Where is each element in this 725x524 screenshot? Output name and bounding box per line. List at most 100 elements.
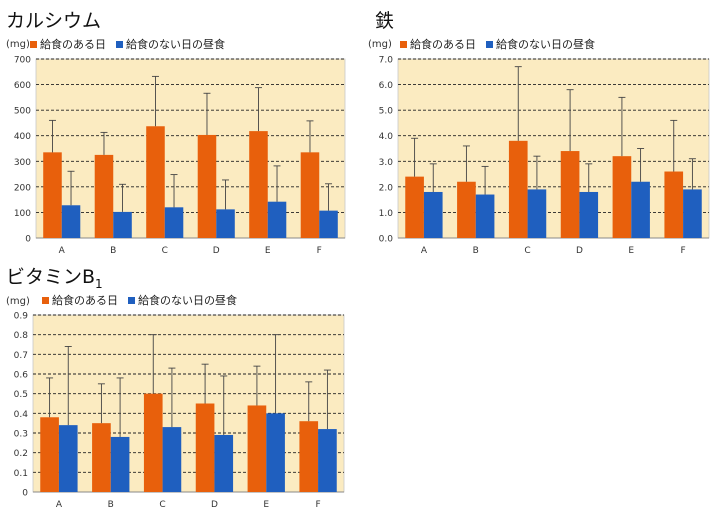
- bar-no-lunch: [527, 189, 547, 238]
- plot-area: [397, 58, 710, 239]
- legend-item-school-lunch: 給食のある日: [400, 36, 476, 52]
- x-tick-label: A: [421, 246, 428, 256]
- y-tick-label: 0.4: [14, 410, 29, 420]
- x-tick-label: F: [315, 500, 320, 510]
- bar-school-lunch: [247, 405, 267, 492]
- y-axis-unit: (mg): [6, 296, 30, 307]
- legend-label: 給食のない日の昼食: [126, 38, 225, 51]
- legend-swatch-no-lunch: [486, 40, 493, 48]
- y-axis-unit: (mg): [368, 39, 392, 50]
- y-tick-label: 0.6: [14, 371, 29, 381]
- y-tick-label: 100: [14, 209, 31, 219]
- legend-label: 給食のある日: [40, 38, 106, 51]
- bar-chart-iron: 0.0 1.0 2.0 3.0 4.0 5.0 6.0 7.0 A B C D E F: [379, 56, 710, 256]
- bar-no-lunch: [631, 181, 650, 238]
- x-tick-label: A: [56, 500, 63, 510]
- x-tick-label: F: [680, 246, 685, 256]
- legend-label: 給食のない日の昼食: [138, 294, 237, 307]
- bar-school-lunch: [94, 154, 114, 238]
- bar-school-lunch: [143, 393, 163, 492]
- bar-no-lunch: [475, 194, 495, 238]
- bar-school-lunch: [508, 140, 528, 238]
- legend-swatch-school-lunch: [400, 40, 407, 48]
- y-tick-label: 500: [14, 107, 31, 117]
- y-tick-label: 5.0: [379, 107, 394, 117]
- y-tick-label: 2.0: [379, 183, 394, 193]
- bar-school-lunch: [92, 423, 111, 492]
- x-tick-label: E: [263, 500, 269, 510]
- y-tick-label: 0.5: [14, 390, 28, 400]
- bar-school-lunch: [146, 126, 165, 238]
- x-tick-label: C: [162, 246, 168, 256]
- y-tick-label: 0.7: [14, 351, 28, 361]
- x-tick-label: C: [524, 246, 530, 256]
- x-tick-label: B: [108, 500, 114, 510]
- y-axis-unit: (mg): [6, 39, 30, 50]
- y-tick-label: 0.3: [14, 430, 28, 440]
- x-tick-label: C: [159, 500, 165, 510]
- y-tick-label: 700: [14, 56, 31, 66]
- legend-label: 給食のある日: [410, 38, 476, 51]
- y-tick-label: 0: [25, 235, 31, 245]
- bar-school-lunch: [40, 417, 59, 492]
- bar-no-lunch: [266, 413, 285, 492]
- x-tick-label: B: [110, 246, 116, 256]
- y-tick-label: 0.9: [14, 312, 29, 322]
- x-tick-label: F: [317, 246, 322, 256]
- chart-title-subscript: 1: [95, 276, 103, 291]
- legend-swatch-school-lunch: [30, 40, 37, 48]
- bar-no-lunch: [579, 191, 599, 238]
- chart-legend: 給食のある日 給食のない日の昼食: [30, 36, 225, 52]
- chart-panel-calcium: カルシウム (mg) 給食のある日 給食のない日の昼食 0 100 200 300 40…: [0, 0, 360, 256]
- bar-school-lunch: [612, 156, 632, 238]
- y-tick-label: 0.0: [379, 235, 394, 245]
- chart-title-text: ビタミンB: [6, 266, 96, 288]
- bar-school-lunch: [195, 403, 215, 492]
- y-tick-label: 3.0: [379, 158, 394, 168]
- y-tick-label: 0: [22, 489, 28, 499]
- bar-no-lunch: [683, 189, 702, 238]
- bar-no-lunch: [113, 211, 132, 238]
- bar-school-lunch: [43, 152, 62, 238]
- plot-area: [35, 58, 346, 239]
- x-tick-label: E: [628, 246, 634, 256]
- chart-title: カルシウム: [6, 6, 101, 35]
- chart-title-text: カルシウム: [6, 10, 102, 32]
- legend-item-no-lunch: 給食のない日の昼食: [128, 292, 237, 308]
- y-tick-label: 600: [14, 81, 31, 91]
- y-tick-label: 6.0: [379, 81, 394, 91]
- bar-no-lunch: [214, 434, 234, 492]
- bar-no-lunch: [61, 205, 81, 238]
- x-tick-label: B: [473, 246, 479, 256]
- bar-no-lunch: [319, 210, 338, 238]
- plot-area: [32, 314, 345, 493]
- bar-school-lunch: [249, 131, 268, 238]
- x-tick-label: E: [265, 246, 271, 256]
- bar-school-lunch: [457, 181, 476, 238]
- chart-legend: 給食のある日 給食のない日の昼食: [42, 292, 237, 308]
- bar-school-lunch: [664, 171, 684, 238]
- bar-school-lunch: [560, 151, 580, 238]
- bar-no-lunch: [267, 201, 287, 238]
- chart-panel-iron: 鉄 (mg) 給食のある日 給食のない日の昼食 0.0 1.0 2.0 3.0 4.0 5…: [368, 0, 725, 256]
- legend-label: 給食のある日: [52, 294, 118, 307]
- legend-item-no-lunch: 給食のない日の昼食: [116, 36, 225, 52]
- chart-panel-vitamin-b1: ビタミンB1 (mg) 給食のある日 給食のない日の昼食 0 0.1 0.2 0.3 0…: [0, 258, 360, 522]
- bar-no-lunch: [164, 207, 184, 238]
- chart-title: ビタミンB1: [6, 262, 103, 291]
- y-tick-label: 200: [14, 183, 31, 193]
- y-tick-label: 0.8: [14, 331, 29, 341]
- legend-label: 給食のない日の昼食: [496, 38, 595, 51]
- bar-no-lunch: [423, 191, 443, 238]
- bar-school-lunch: [299, 421, 319, 492]
- bar-no-lunch: [110, 436, 130, 492]
- bar-school-lunch: [197, 134, 217, 238]
- bar-no-lunch: [318, 429, 337, 492]
- legend-swatch-no-lunch: [116, 40, 123, 48]
- x-tick-label: A: [59, 246, 66, 256]
- y-tick-label: 0.2: [14, 449, 28, 459]
- y-tick-label: 400: [14, 132, 31, 142]
- bar-chart-vitamin-b1: 0 0.1 0.2 0.3 0.4 0.5 0.6 0.7 0.8 0.9 A B C D E F: [14, 312, 345, 510]
- y-tick-label: 1.0: [379, 209, 394, 219]
- bar-no-lunch: [162, 427, 182, 492]
